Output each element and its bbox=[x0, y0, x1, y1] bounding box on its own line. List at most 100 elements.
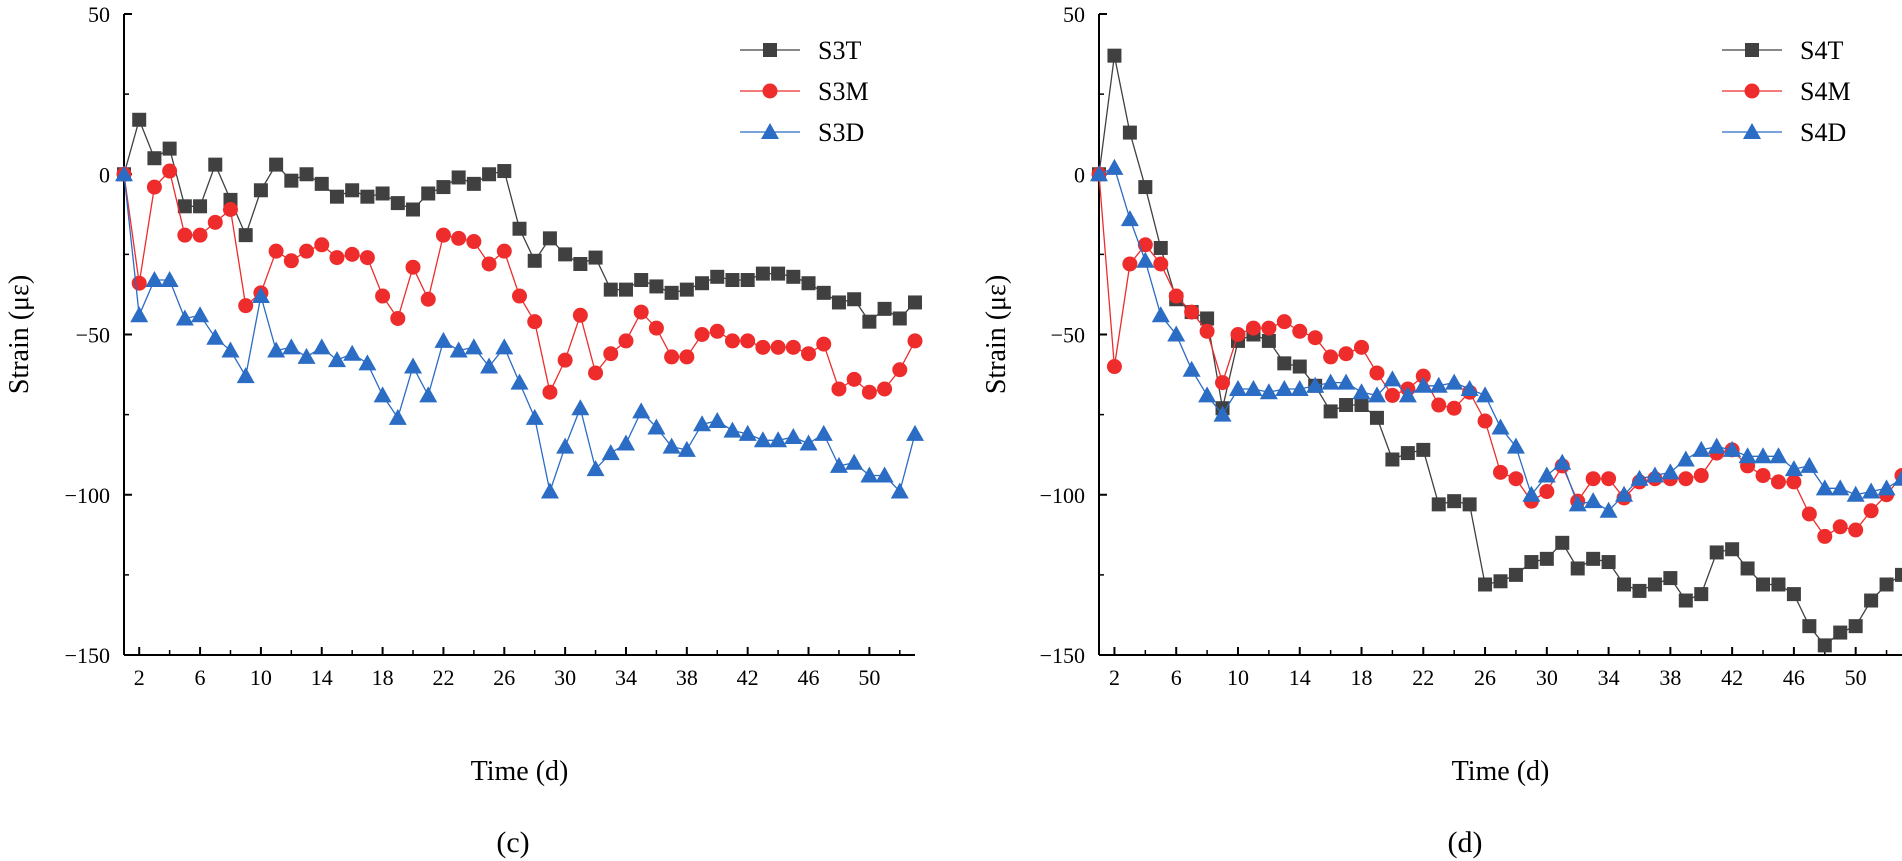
data-point-S3D bbox=[708, 412, 727, 429]
data-point-S3T bbox=[147, 151, 162, 166]
data-point-S4D bbox=[1831, 479, 1850, 496]
data-point-S4D bbox=[1862, 482, 1881, 499]
data-point-S4T bbox=[1369, 410, 1384, 425]
data-point-S3M bbox=[238, 298, 254, 314]
data-point-S3T bbox=[177, 199, 192, 214]
data-point-S4D bbox=[1738, 447, 1757, 464]
data-point-S3D bbox=[480, 357, 499, 374]
data-point-S3T bbox=[406, 202, 421, 217]
data-point-S3M bbox=[131, 275, 147, 291]
data-point-S3T bbox=[512, 221, 527, 236]
legend-label: S4M bbox=[1800, 77, 1851, 106]
data-point-S4D bbox=[1105, 158, 1124, 175]
data-point-S4M bbox=[1832, 519, 1848, 535]
data-point-S3D bbox=[829, 456, 848, 473]
legend-label: S3M bbox=[818, 77, 869, 106]
x-tick-label: 38 bbox=[676, 665, 698, 690]
x-tick-label: 18 bbox=[372, 665, 394, 690]
x-tick-label: 26 bbox=[1474, 665, 1496, 690]
data-point-S4D bbox=[1198, 386, 1217, 403]
data-point-S4D bbox=[1568, 495, 1587, 512]
data-point-S3T bbox=[238, 228, 253, 243]
data-point-S4M bbox=[1678, 471, 1694, 487]
data-point-S4T bbox=[1817, 638, 1832, 653]
series-line-S4T bbox=[1098, 55, 1902, 647]
data-point-S4M bbox=[1817, 528, 1833, 544]
data-point-S4D bbox=[1506, 437, 1525, 454]
data-point-S4T bbox=[1478, 577, 1493, 592]
data-point-S3M bbox=[192, 227, 208, 243]
data-point-S3M bbox=[633, 304, 649, 320]
data-point-S3M bbox=[329, 250, 345, 266]
panel-caption: (c) bbox=[496, 826, 529, 859]
data-point-S3M bbox=[451, 230, 467, 246]
data-point-S3M bbox=[740, 333, 756, 349]
data-point-S4T bbox=[1539, 551, 1554, 566]
data-point-S4D bbox=[1290, 379, 1309, 396]
data-point-S3T bbox=[618, 282, 633, 297]
data-point-S3M bbox=[709, 323, 725, 339]
data-point-S3M bbox=[679, 349, 695, 365]
data-point-S3T bbox=[345, 183, 360, 198]
data-point-S3D bbox=[784, 428, 803, 445]
data-point-S4T bbox=[1725, 542, 1740, 557]
y-tick-label: 0 bbox=[1074, 162, 1085, 187]
data-point-S4D bbox=[1615, 485, 1634, 502]
data-point-S3T bbox=[208, 157, 223, 172]
data-point-S4T bbox=[1895, 567, 1902, 582]
data-point-S3T bbox=[436, 180, 451, 195]
x-tick-label: 22 bbox=[432, 665, 454, 690]
data-point-S4T bbox=[1555, 535, 1570, 550]
data-point-S3T bbox=[908, 295, 922, 310]
x-tick-label: 30 bbox=[554, 665, 576, 690]
data-point-S3D bbox=[145, 271, 164, 288]
data-point-S3M bbox=[831, 381, 847, 397]
data-point-S3M bbox=[207, 214, 223, 230]
x-tick-label: 38 bbox=[1659, 665, 1681, 690]
data-point-S4T bbox=[1740, 561, 1755, 576]
data-point-S4M bbox=[1601, 471, 1617, 487]
data-point-S4D bbox=[1429, 376, 1448, 393]
data-point-S4D bbox=[1136, 251, 1155, 268]
data-point-S3M bbox=[177, 227, 193, 243]
data-point-S4T bbox=[1138, 180, 1153, 195]
data-point-S4T bbox=[1786, 587, 1801, 602]
data-point-S3M bbox=[846, 371, 862, 387]
data-point-S3T bbox=[710, 269, 725, 284]
data-point-S3M bbox=[588, 365, 604, 381]
data-point-S3T bbox=[771, 266, 786, 281]
data-point-S4D bbox=[1228, 379, 1247, 396]
x-tick-label: 34 bbox=[1598, 665, 1620, 690]
data-point-S4D bbox=[1259, 383, 1278, 400]
data-point-S3D bbox=[130, 306, 149, 323]
data-point-S3D bbox=[160, 271, 179, 288]
data-point-S3M bbox=[603, 346, 619, 362]
data-point-S4M bbox=[1276, 314, 1292, 330]
data-point-S3T bbox=[132, 112, 147, 127]
data-point-S4T bbox=[1864, 593, 1879, 608]
data-point-S3T bbox=[740, 273, 755, 288]
data-point-S3T bbox=[679, 282, 694, 297]
data-point-S3M bbox=[405, 259, 421, 275]
data-point-S3D bbox=[677, 440, 696, 457]
data-point-S4M bbox=[1755, 468, 1771, 484]
data-point-S4D bbox=[1707, 437, 1726, 454]
legend-label: S3D bbox=[818, 118, 864, 147]
y-tick-label: 50 bbox=[1063, 2, 1085, 27]
data-point-S4D bbox=[1167, 325, 1186, 342]
data-point-S3T bbox=[786, 269, 801, 284]
data-point-S3M bbox=[861, 384, 877, 400]
data-point-S4M bbox=[1786, 474, 1802, 490]
data-point-S4D bbox=[1460, 379, 1479, 396]
data-point-S4D bbox=[1754, 447, 1773, 464]
data-point-S3T bbox=[588, 250, 603, 265]
data-point-S3D bbox=[525, 408, 544, 425]
x-tick-label: 10 bbox=[1227, 665, 1249, 690]
data-point-S4M bbox=[1307, 330, 1323, 346]
data-point-S4T bbox=[1632, 583, 1647, 598]
data-point-S4T bbox=[1524, 555, 1539, 570]
data-point-S3D bbox=[875, 466, 894, 483]
data-point-S4D bbox=[1584, 492, 1603, 509]
